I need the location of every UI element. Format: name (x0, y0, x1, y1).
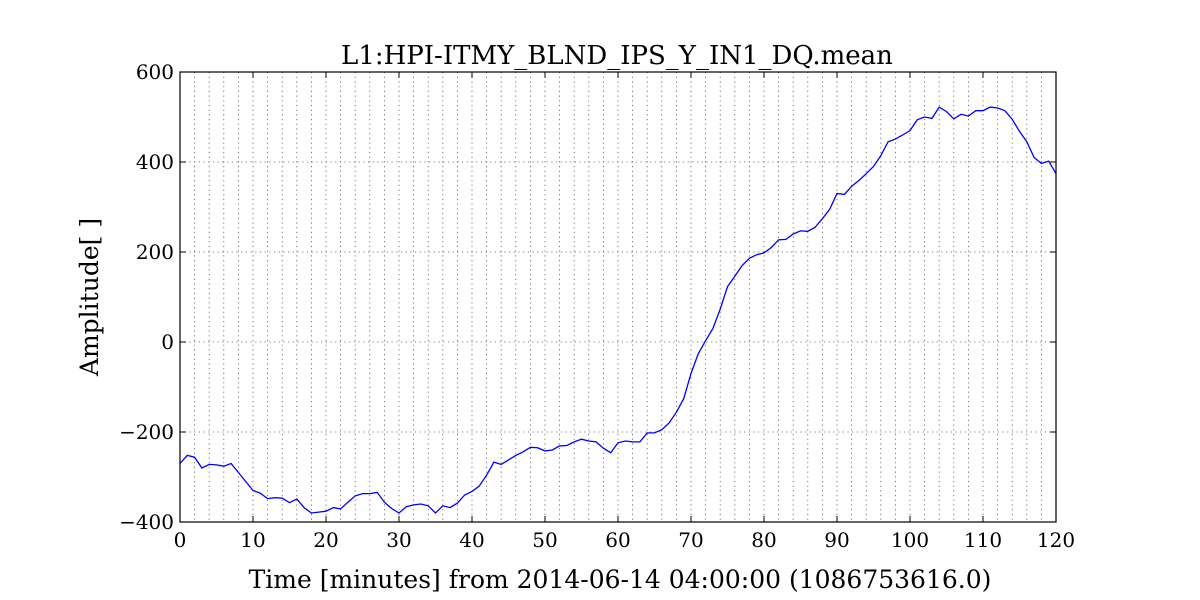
plot-frame (179, 71, 1057, 523)
x-tick-label: 20 (313, 528, 338, 552)
x-tick-label: 80 (751, 528, 776, 552)
tick-labels: 0 10 20 30 40 50 60 70 80 90 100 110 120 −400 −200 0 200… (119, 60, 1075, 552)
y-tick-label: 0 (161, 330, 174, 354)
chart-title: L1:HPI-ITMY_BLND_IPS_Y_IN1_DQ.mean (341, 41, 893, 71)
series-layer (179, 106, 1057, 514)
x-tick-label: 70 (678, 528, 703, 552)
grid (180, 72, 1056, 522)
y-tick-label: −400 (119, 510, 174, 534)
x-axis-label: Time [minutes] from 2014-06-14 04:00:00 … (249, 565, 992, 594)
series-line (179, 106, 1057, 514)
x-tick-label: 50 (532, 528, 557, 552)
x-tick-label: 110 (964, 528, 1002, 552)
x-tick-label: 10 (240, 528, 265, 552)
x-tick-label: 90 (824, 528, 849, 552)
ticks (179, 71, 1057, 523)
y-tick-label: 400 (136, 150, 174, 174)
y-tick-label: −200 (119, 420, 174, 444)
x-tick-label: 0 (174, 528, 187, 552)
x-tick-label: 120 (1037, 528, 1075, 552)
y-tick-label: 600 (136, 60, 174, 84)
x-tick-label: 40 (459, 528, 484, 552)
x-tick-label: 30 (386, 528, 411, 552)
x-tick-label: 60 (605, 528, 630, 552)
y-axis-label: Amplitude[ ] (75, 218, 104, 377)
x-tick-label: 100 (891, 528, 929, 552)
y-tick-label: 200 (136, 240, 174, 264)
